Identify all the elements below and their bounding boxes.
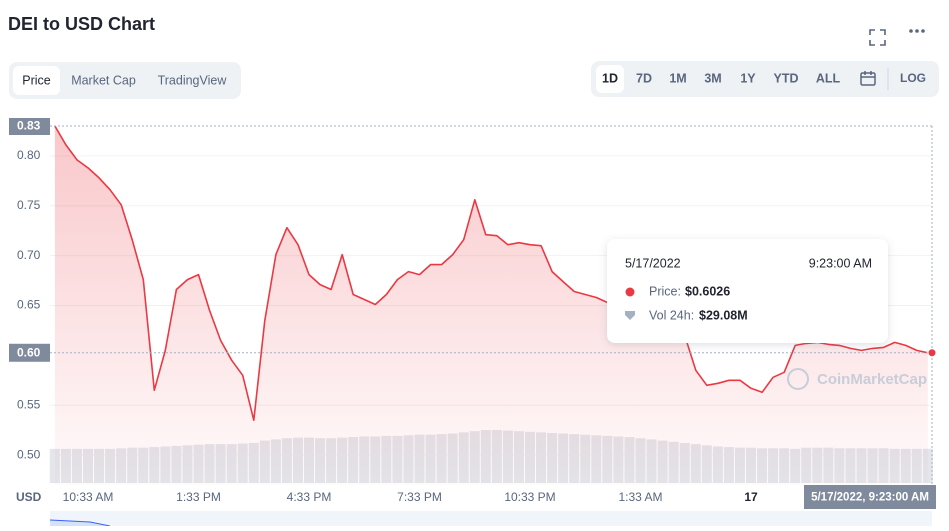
tooltip	[607, 239, 888, 343]
tooltip-row-value: $29.08M	[699, 308, 748, 322]
tooltip-date: 5/17/2022	[625, 256, 681, 270]
range-active-bg	[596, 65, 624, 93]
y-tick-label: 0.65	[17, 298, 41, 312]
tab[interactable]: Market Cap	[71, 73, 136, 87]
range-button[interactable]: YTD	[774, 71, 799, 85]
range-button[interactable]: ALL	[816, 71, 841, 85]
price-line	[54, 125, 928, 421]
range-button[interactable]: 7D	[636, 71, 652, 85]
price-area	[54, 126, 928, 485]
high-marker-label: 0.83	[17, 119, 41, 133]
more-icon[interactable]	[909, 29, 925, 33]
x-tick-label: 7:33 PM	[397, 490, 442, 504]
volume-icon	[625, 311, 635, 320]
tooltip-row-label: Price:	[649, 284, 681, 298]
tooltip-row-value: $0.6026	[685, 284, 730, 298]
y-tick-label: 0.80	[17, 148, 41, 162]
range-button[interactable]: 1D	[602, 71, 618, 85]
tab[interactable]: Price	[22, 73, 51, 87]
volume-bar	[49, 448, 60, 483]
y-tick-label: 0.55	[17, 397, 41, 411]
current-marker-label: 0.60	[17, 345, 41, 359]
calendar-icon[interactable]	[860, 71, 876, 86]
y-axis-label: USD	[16, 490, 42, 504]
x-tick-label: 17	[744, 490, 758, 504]
watermark-logo	[787, 368, 809, 390]
y-tick-label: 0.75	[17, 198, 41, 212]
range-button[interactable]: 1M	[669, 71, 686, 85]
x-tick-label: 1:33 PM	[176, 490, 221, 504]
tab[interactable]: TradingView	[158, 73, 228, 87]
navigator	[50, 511, 932, 526]
crosshair-label-box	[804, 485, 936, 509]
range-group	[591, 61, 939, 97]
tooltip-time: 9:23:00 AM	[809, 256, 872, 270]
tab-active-bg	[13, 66, 60, 95]
x-tick-label: 10:33 AM	[63, 490, 114, 504]
tooltip-row-label: Vol 24h:	[649, 308, 694, 322]
y-tick-label: 0.70	[17, 248, 41, 262]
range-button[interactable]: 3M	[704, 71, 721, 85]
y-tick-label: 0.50	[17, 447, 41, 461]
price-dot	[625, 287, 635, 297]
chart-title: DEI to USD Chart	[8, 14, 155, 34]
watermark: CoinMarketCap	[817, 371, 927, 388]
high-marker-box	[9, 118, 50, 135]
range-button[interactable]: 1Y	[740, 71, 756, 85]
current-dot	[927, 348, 937, 358]
x-tick-label: 1:33 AM	[618, 490, 662, 504]
tab-group	[9, 62, 241, 99]
navigator-area	[50, 520, 110, 526]
x-tick-label: 4:33 PM	[287, 490, 332, 504]
x-tick-label: 10:33 PM	[504, 490, 555, 504]
log-button[interactable]: LOG	[900, 71, 926, 85]
navigator-line	[49, 519, 111, 527]
current-marker-box	[9, 343, 50, 362]
volume-bar	[922, 448, 933, 483]
fullscreen-icon[interactable]	[869, 29, 886, 46]
crosshair-label: 5/17/2022, 9:23:00 AM	[811, 492, 929, 504]
